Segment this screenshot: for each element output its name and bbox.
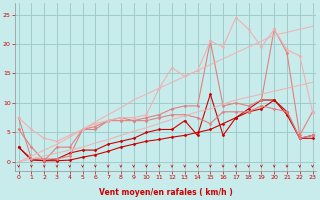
X-axis label: Vent moyen/en rafales ( km/h ): Vent moyen/en rafales ( km/h ) (99, 188, 232, 197)
